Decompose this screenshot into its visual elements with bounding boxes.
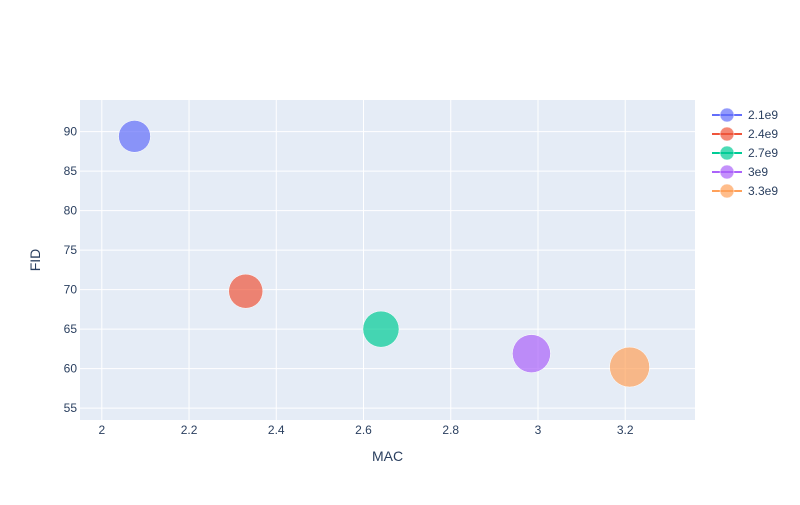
legend-marker xyxy=(719,183,735,199)
legend-marker xyxy=(719,145,735,161)
bubble-point[interactable] xyxy=(362,310,400,348)
bubble-point[interactable] xyxy=(609,346,650,388)
y-tick-label: 85 xyxy=(64,164,78,178)
grid-layer xyxy=(80,100,695,420)
legend-marker xyxy=(719,164,735,180)
x-tick-label: 3.2 xyxy=(617,423,634,437)
bubble-point[interactable] xyxy=(512,334,551,373)
x-tick-label: 2.6 xyxy=(355,423,372,437)
x-tick-label: 3 xyxy=(535,423,542,437)
x-tick-label: 2.2 xyxy=(181,423,198,437)
legend-item-label[interactable]: 3.3e9 xyxy=(748,184,778,198)
ticks-layer: 2 2.2 2.4 2.6 2.8 3 3.2 55 60 65 70 75 80 85 90 xyxy=(64,125,634,437)
legend-marker xyxy=(719,107,735,123)
y-axis-title: FID xyxy=(27,249,43,272)
y-tick-label: 65 xyxy=(64,322,78,336)
bubble-point[interactable] xyxy=(118,120,151,153)
y-tick-label: 90 xyxy=(64,125,78,139)
legend-item-label[interactable]: 2.7e9 xyxy=(748,146,778,160)
plot-background xyxy=(80,100,695,420)
legend-item-label[interactable]: 2.4e9 xyxy=(748,127,778,141)
y-tick-label: 60 xyxy=(64,362,78,376)
y-tick-label: 75 xyxy=(64,243,78,257)
y-tick-label: 55 xyxy=(64,401,78,415)
x-tick-label: 2 xyxy=(98,423,105,437)
y-tick-label: 80 xyxy=(64,204,78,218)
x-tick-label: 2.4 xyxy=(268,423,285,437)
x-tick-label: 2.8 xyxy=(442,423,459,437)
legend-item-label[interactable]: 3e9 xyxy=(748,165,768,179)
bubble-point[interactable] xyxy=(228,273,264,309)
points-layer xyxy=(118,120,650,388)
legend-marker xyxy=(719,126,735,142)
legend[interactable]: 2.1e9 2.4e9 2.7e9 3e9 3.3e9 xyxy=(712,107,778,199)
legend-item-label[interactable]: 2.1e9 xyxy=(748,108,778,122)
y-tick-label: 70 xyxy=(64,283,78,297)
x-axis-title: MAC xyxy=(372,448,403,464)
